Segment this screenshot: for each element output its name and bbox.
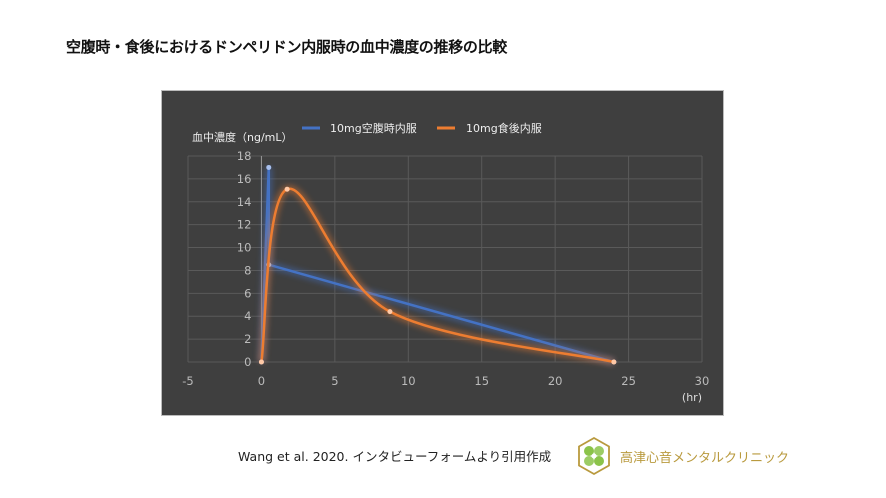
x-axis-label: (hr): [682, 391, 702, 404]
series-line-1: [260, 187, 615, 364]
y-tick-label: 4: [244, 309, 251, 323]
y-tick-label: 14: [237, 195, 252, 209]
y-tick-label: 0: [244, 355, 251, 369]
x-tick-label: 30: [695, 374, 710, 388]
y-tick-label: 16: [237, 172, 252, 186]
data-point: [611, 359, 617, 365]
x-tick-label: 25: [621, 374, 636, 388]
y-tick-label: 12: [237, 218, 252, 232]
x-tick-label: 15: [474, 374, 489, 388]
chart-svg: 0 2 4 6 8 10 12 14 16 18 -5 0 5 10 15 20 25 30 血中濃度（ng/mL…: [182, 121, 710, 404]
y-tick-label: 2: [244, 332, 251, 346]
legend-label-fasting: 10mg空腹時内服: [330, 121, 417, 135]
data-point: [284, 186, 290, 192]
x-tick-label: 5: [331, 374, 338, 388]
y-tick-label: 6: [244, 286, 251, 300]
data-point: [266, 164, 272, 170]
series-glow-0: [257, 167, 615, 366]
x-tick-label: 20: [548, 374, 563, 388]
x-tick-label: 10: [401, 374, 416, 388]
legend: 10mg空腹時内服 10mg食後内服: [302, 121, 542, 135]
data-point: [387, 309, 393, 315]
y-tick-label: 18: [237, 149, 252, 163]
legend-label-fed: 10mg食後内服: [466, 121, 542, 135]
clinic-name: 高津心音メンタルクリニック: [620, 451, 790, 466]
data-point: [258, 359, 264, 365]
x-tick-label: 0: [258, 374, 265, 388]
page-title: 空腹時・食後におけるドンペリドン内服時の血中濃度の推移の比較: [66, 38, 508, 56]
y-tick-label: 10: [237, 241, 252, 255]
series-line-0: [260, 166, 615, 364]
clinic-logo-icon: [578, 436, 610, 476]
x-tick-label: -5: [182, 374, 193, 388]
chart: 0 2 4 6 8 10 12 14 16 18 -5 0 5 10 15 20 25 30 血中濃度（ng/mL…: [161, 90, 724, 416]
source-citation: Wang et al. 2020. インタビューフォームより引用作成: [238, 449, 552, 464]
y-tick-label: 8: [244, 263, 251, 277]
y-axis-label: 血中濃度（ng/mL）: [192, 130, 293, 144]
